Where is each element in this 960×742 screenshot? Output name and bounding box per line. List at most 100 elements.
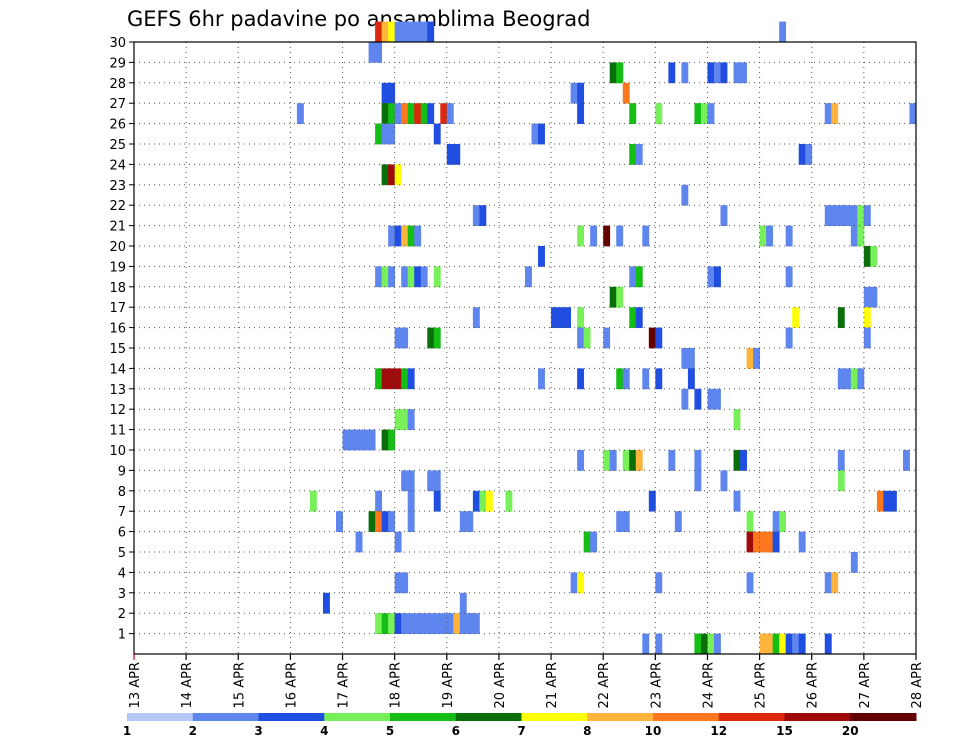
heatmap-cell [407,266,415,288]
y-tick-label: 18 [109,281,126,296]
heatmap-cell [642,225,650,247]
x-tick-label: 25 APR [754,662,769,708]
colorbar-swatch [127,713,194,721]
heatmap-cell [459,592,467,614]
heatmap-cell [857,205,865,226]
heatmap-cell [746,348,754,369]
heatmap-cell [642,633,650,655]
y-tick-label: 20 [109,240,126,255]
y-tick-label: 21 [109,220,126,235]
heatmap-cell [336,511,343,532]
heatmap-cell [700,103,708,124]
heatmap-cell [759,225,767,247]
x-tick-label: 20 APR [493,662,508,708]
heatmap-cell [759,633,767,655]
colorbar-swatch [850,713,917,721]
y-tick-label: 11 [109,424,126,439]
heatmap-cell [401,470,409,492]
heatmap-cell [433,327,441,349]
heatmap-cell [648,490,656,512]
heatmap-cell [381,103,389,124]
heatmap-cell [407,409,415,430]
heatmap-cell [381,164,389,186]
heatmap-cell [459,613,467,634]
colorbar-swatch [587,713,654,721]
x-tick-label: 15 APR [232,662,247,708]
heatmap-cell [857,368,865,390]
heatmap-cell [772,511,780,532]
heatmap-cell [381,266,389,288]
heatmap-cell [655,327,663,349]
heatmap-cell [707,633,715,655]
x-tick-label: 17 APR [337,662,352,708]
heatmap-cells [296,21,917,655]
heatmap-cell [362,429,369,451]
heatmap-cell [388,225,396,247]
heatmap-cell [635,450,643,471]
colorbar: 1 2 3 4 5 6 7 8 10 12 15 20 [123,713,917,738]
heatmap-cell [655,633,663,655]
heatmap-cell [616,368,624,390]
heatmap-cell [837,450,845,471]
x-tick-label: 28 APR [910,662,925,708]
heatmap-cell [394,572,402,594]
heatmap-cell [622,82,630,104]
heatmap-cell [570,82,578,104]
heatmap-cell [648,327,656,349]
heatmap-cell [407,470,415,492]
heatmap-cell [629,450,637,471]
y-tick-label: 2 [118,607,126,622]
y-tick-label: 30 [109,36,126,51]
heatmap-cell [551,307,558,328]
heatmap-cell [674,511,682,532]
heatmap-cell [655,103,663,124]
heatmap-cell [375,511,383,532]
y-tick-label: 12 [109,403,126,418]
heatmap-cell [831,572,839,594]
heatmap-cell [381,511,389,532]
colorbar-tick-label: 7 [517,724,525,738]
x-tick-label: 19 APR [441,662,456,708]
colorbar-tick-label: 12 [710,724,727,738]
heatmap-cell [616,511,624,532]
colorbar-tick-label: 3 [254,724,262,738]
heatmap-cell [375,266,383,288]
heatmap-cell [681,62,689,84]
chart-title: GEFS 6hr padavine po ansamblima Beograd [127,7,590,31]
heatmap-cell [401,613,409,634]
heatmap-cell [349,429,356,451]
heatmap-cell [401,266,409,288]
heatmap-cell [883,490,891,512]
heatmap-cell [629,266,637,288]
heatmap-cell [863,307,871,328]
y-tick-label: 5 [118,546,126,561]
heatmap-cell [505,490,513,512]
x-tick-label: 24 APR [701,662,716,708]
y-tick-label: 22 [109,199,126,214]
heatmap-cell [407,225,415,247]
heatmap-cell [694,450,702,471]
heatmap-cell [368,511,376,532]
x-tick-label: 13 APR [128,662,143,708]
heatmap-cell [322,592,330,614]
heatmap-cell [694,103,702,124]
heatmap-cell [876,490,884,512]
y-tick-label: 7 [118,505,126,520]
heatmap-cell [355,531,363,553]
heatmap-cell [616,286,624,308]
heatmap-cell [713,633,721,655]
x-tick-label: 26 APR [806,662,821,708]
x-tick-label: 21 APR [545,662,560,708]
colorbar-swatch [258,713,325,721]
colorbar-tick-label: 8 [583,724,591,738]
colorbar-tick-label: 15 [776,724,793,738]
heatmap-cell [798,144,806,165]
heatmap-cell [792,307,800,328]
heatmap-cell [785,633,793,655]
heatmap-cell [785,327,793,349]
heatmap-cell [388,613,396,634]
heatmap-cell [837,307,845,328]
heatmap-cell [779,511,787,532]
heatmap-cell [837,368,845,390]
heatmap-cell [355,429,363,451]
